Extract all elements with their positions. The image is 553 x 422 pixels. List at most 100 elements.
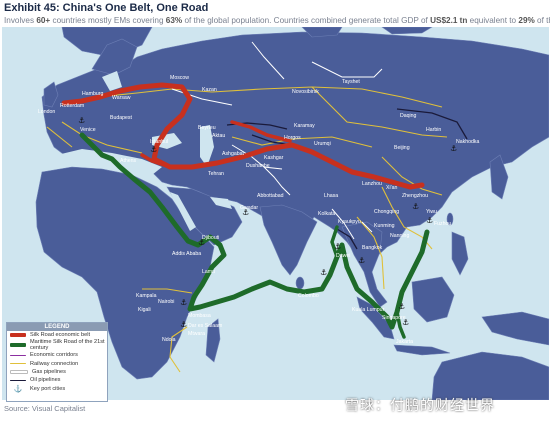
city-label-abbottabad: Abbottabad	[257, 193, 284, 199]
city-label-beijing: Beijing	[394, 145, 410, 151]
source-note: Source: Visual Capitalist	[4, 404, 86, 413]
maritime-route	[395, 310, 406, 339]
land-uk	[43, 81, 59, 108]
anchor-icon: ⚓	[180, 298, 187, 307]
city-label-chongqing: Chongqing	[374, 209, 399, 215]
land-india	[259, 204, 318, 276]
gas-pipeline	[171, 88, 233, 106]
silk-road-swatch	[10, 333, 26, 338]
city-labels: London Rotterdam Hamburg Warsaw Moscow K…	[38, 75, 479, 345]
land-java	[393, 344, 451, 356]
city-label-rotterdam: Rotterdam	[60, 103, 84, 109]
oil-swatch	[10, 379, 26, 382]
city-label-daqing: Daqing	[400, 113, 417, 119]
sea-persian-gulf	[210, 197, 232, 209]
city-label-novosibirsk: Novosibirsk	[292, 89, 319, 95]
city-label-beyneu: Beyneu	[198, 125, 216, 131]
land-taiwan	[446, 212, 454, 226]
economic-corridor-swatch	[10, 354, 26, 357]
land-australia	[431, 351, 549, 400]
city-label-moscow: Moscow	[170, 75, 189, 81]
maritime-route	[79, 132, 430, 330]
land-arctic-islands	[301, 27, 433, 38]
land-japan	[489, 154, 509, 200]
anchor-icon: ⚓	[450, 144, 457, 153]
sea-red	[170, 192, 196, 231]
legend-item-oil: Oil pipelines	[7, 376, 107, 384]
sea-baltic	[102, 71, 122, 91]
city-label-kampala: Kampala	[136, 293, 157, 299]
city-label-bangkok: Bangkok	[362, 245, 383, 251]
land-new-guinea	[481, 311, 549, 346]
city-label-kyaukpyu: Kyaukpyu	[338, 219, 361, 225]
city-label-mombasa: Mombasa	[188, 313, 211, 319]
silk-road-route	[230, 120, 292, 143]
city-label-lamu: Lamu	[202, 269, 215, 275]
anchor-icon: ⚓	[180, 320, 187, 329]
page-title: Exhibit 45: China's One Belt, One Road	[4, 2, 209, 14]
city-label-kuala-lumpur: Kuala Lumpur	[352, 307, 385, 313]
map-legend: LEGEND Silk Road economic belt Maritime …	[6, 322, 108, 402]
city-label-colombo: Colombo	[298, 293, 319, 299]
city-label-kigali: Kigali	[138, 307, 151, 313]
gas-pipeline	[331, 208, 355, 240]
city-label-ashgabat: Ashgabat	[222, 151, 244, 157]
city-label-mtwara: Mtwara	[188, 331, 205, 337]
city-label-zhengzhou: Zhengzhou	[402, 193, 428, 199]
city-label-warsaw: Warsaw	[112, 95, 131, 101]
city-label-istanbul: Istanbul	[150, 139, 168, 145]
city-label-dawei: Dawei	[336, 253, 350, 259]
silk-road-belt	[61, 82, 425, 190]
legend-item-gas: Gas pipelines	[7, 368, 107, 376]
port-anchors: ⚓ ⚓ ⚓ ⚓ ⚓ ⚓ ⚓ ⚓ ⚓ ⚓ ⚓ ⚓ ⚓ ⚓	[78, 116, 457, 329]
railway-line	[381, 156, 443, 196]
city-label-venice: Venice	[80, 127, 96, 133]
gas-pipeline	[251, 41, 285, 80]
city-label-tehran: Tehran	[208, 171, 224, 177]
city-label-jakarta: Jakarta	[396, 339, 413, 345]
sea-mediterranean	[57, 149, 162, 175]
anchor-icon: ⚓	[198, 238, 205, 247]
city-label-kolkata: Kolkata	[318, 211, 335, 217]
oil-pipeline	[336, 228, 358, 250]
railway-swatch	[10, 362, 26, 365]
city-label-budapest: Budapest	[110, 115, 132, 121]
city-label-london: London	[38, 109, 55, 115]
railway-connections	[46, 86, 448, 373]
city-label-singapore: Singapore	[382, 315, 406, 321]
city-label-karamay: Karamay	[294, 123, 315, 129]
anchor-icon: ⚓	[398, 302, 405, 311]
anchor-icon: ⚓	[358, 256, 365, 265]
city-label-gwadar: Gwadar	[240, 205, 258, 211]
city-label-xian: Xi'an	[386, 185, 397, 191]
anchor-icon: ⚓	[320, 268, 327, 277]
railway-line	[142, 288, 193, 294]
railway-line	[311, 86, 448, 138]
city-label-horgos: Horgos	[284, 135, 301, 141]
city-label-dushanbe: Dushanbe	[246, 163, 270, 169]
land-madagascar	[205, 318, 221, 363]
legend-item-railway: Railway connection	[7, 360, 107, 368]
land-borneo	[411, 276, 455, 323]
railway-line	[61, 121, 143, 154]
anchor-icon: ⚓	[334, 242, 341, 251]
city-label-urumqi: Urumqi	[314, 141, 331, 147]
city-label-djibouti: Djibouti	[202, 235, 219, 241]
city-label-fuzhou: Fuzhou	[434, 221, 451, 227]
sea-caspian	[200, 125, 214, 167]
legend-item-economic-corridors: Economic corridors	[7, 351, 107, 359]
gas-swatch	[10, 370, 28, 374]
maritime-route	[330, 225, 339, 259]
city-label-lhasa: Lhasa	[324, 193, 338, 199]
anchor-icon: ⚓	[402, 318, 409, 327]
maritime-silk-road	[79, 132, 430, 339]
city-label-dar-es-salaam: Dar es Salaam	[188, 323, 222, 329]
legend-item-silk-road: Silk Road economic belt	[7, 331, 107, 339]
city-label-kazan: Kazan	[202, 87, 217, 93]
anchor-icon: ⚓	[426, 216, 433, 225]
oil-pipeline	[396, 108, 468, 140]
gas-pipelines	[171, 41, 383, 240]
city-label-kashgar: Kashgar	[264, 155, 284, 161]
city-label-harbin: Harbin	[426, 127, 441, 133]
city-label-athens: Athens	[120, 158, 137, 164]
